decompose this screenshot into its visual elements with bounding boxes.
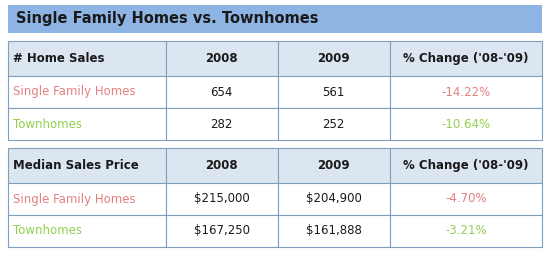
Bar xyxy=(8,148,166,183)
Text: Median Sales Price: Median Sales Price xyxy=(13,159,139,172)
Text: -10.64%: -10.64% xyxy=(441,118,491,131)
Bar xyxy=(278,148,390,183)
Bar xyxy=(390,183,542,215)
Bar xyxy=(166,215,278,247)
Text: $161,888: $161,888 xyxy=(306,225,362,238)
Bar xyxy=(278,183,390,215)
Bar xyxy=(278,41,390,76)
Text: $215,000: $215,000 xyxy=(194,192,250,205)
Text: 2009: 2009 xyxy=(317,52,350,65)
Bar xyxy=(8,76,166,108)
Text: Townhomes: Townhomes xyxy=(13,225,82,238)
Text: # Home Sales: # Home Sales xyxy=(13,52,105,65)
Bar xyxy=(278,215,390,247)
Bar xyxy=(390,108,542,140)
Bar xyxy=(278,76,390,108)
Text: $167,250: $167,250 xyxy=(194,225,250,238)
Text: Single Family Homes: Single Family Homes xyxy=(13,85,136,98)
Bar xyxy=(166,108,278,140)
Text: 252: 252 xyxy=(322,118,345,131)
Bar xyxy=(8,41,166,76)
Bar xyxy=(166,183,278,215)
Bar xyxy=(166,148,278,183)
Bar xyxy=(166,41,278,76)
Bar xyxy=(8,108,166,140)
Text: 282: 282 xyxy=(211,118,233,131)
Text: 654: 654 xyxy=(211,85,233,98)
Bar xyxy=(390,41,542,76)
Bar xyxy=(390,215,542,247)
Text: 2008: 2008 xyxy=(205,52,238,65)
Bar xyxy=(8,5,542,33)
Bar xyxy=(166,76,278,108)
Bar xyxy=(390,76,542,108)
Text: -14.22%: -14.22% xyxy=(441,85,491,98)
Bar xyxy=(8,183,166,215)
Bar xyxy=(390,148,542,183)
Text: 2008: 2008 xyxy=(205,159,238,172)
Text: -4.70%: -4.70% xyxy=(445,192,487,205)
Bar xyxy=(8,215,166,247)
Text: Single Family Homes: Single Family Homes xyxy=(13,192,136,205)
Bar xyxy=(278,108,390,140)
Text: Townhomes: Townhomes xyxy=(13,118,82,131)
Text: $204,900: $204,900 xyxy=(306,192,362,205)
Text: 561: 561 xyxy=(322,85,345,98)
Text: Single Family Homes vs. Townhomes: Single Family Homes vs. Townhomes xyxy=(16,11,318,26)
Text: % Change ('08-'09): % Change ('08-'09) xyxy=(403,159,529,172)
Text: % Change ('08-'09): % Change ('08-'09) xyxy=(403,52,529,65)
Text: 2009: 2009 xyxy=(317,159,350,172)
Text: -3.21%: -3.21% xyxy=(445,225,487,238)
